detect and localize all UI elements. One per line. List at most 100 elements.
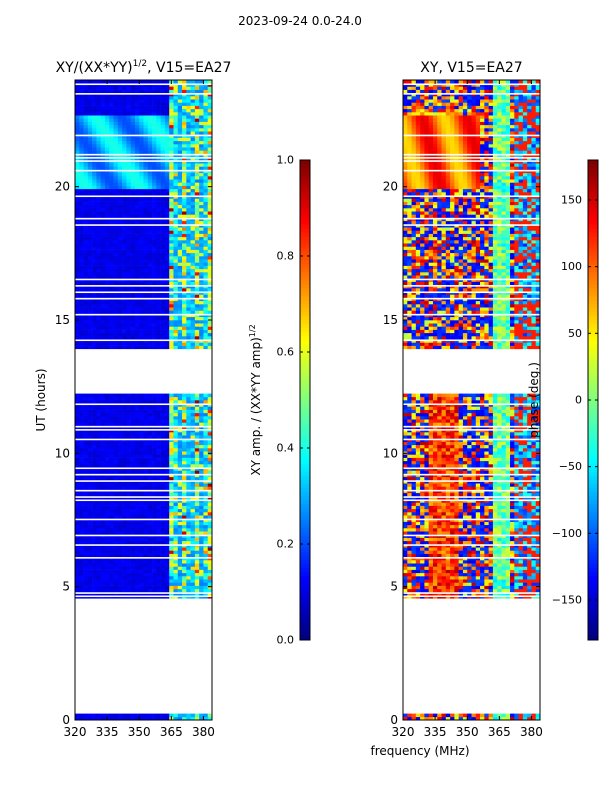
flagged-row xyxy=(403,285,540,287)
flagged-row xyxy=(75,598,212,601)
flagged-row xyxy=(75,217,212,220)
x-tick-label: 335 xyxy=(96,725,119,739)
flagged-row xyxy=(403,473,540,476)
colorbar-label: phase (deg.) xyxy=(527,362,541,438)
flagged-row xyxy=(403,217,540,220)
flagged-row xyxy=(403,429,540,431)
y-tick-label: 0 xyxy=(390,713,398,727)
axes-frame xyxy=(402,79,541,721)
x-tick-label: 380 xyxy=(520,725,543,739)
y-tick-label: 20 xyxy=(55,180,70,194)
figure-suptitle: 2023-09-24 0.0-24.0 xyxy=(238,14,362,28)
colorbar-tick-label: 0.6 xyxy=(277,346,295,359)
flagged-row xyxy=(403,157,540,159)
flagged-row xyxy=(403,489,540,492)
flagged-row xyxy=(403,134,540,137)
flagged-row xyxy=(403,518,540,521)
flagged-row xyxy=(403,534,540,537)
flagged-row xyxy=(75,224,212,226)
flagged-row xyxy=(403,496,540,498)
flagged-row xyxy=(75,518,212,521)
phase-panel: 320 335 350 365 380 0 5 10 15 20 XY, V15=EA27 frequ… xyxy=(370,60,542,758)
flagged-row xyxy=(403,480,540,482)
flagged-row xyxy=(403,169,540,172)
colorbar-tick-label: −150 xyxy=(552,594,582,607)
x-tick-label: 380 xyxy=(192,725,215,739)
flagged-row xyxy=(403,499,540,502)
flagged-row xyxy=(75,285,212,287)
axes-frame xyxy=(74,79,213,721)
x-tick-label: 335 xyxy=(424,725,447,739)
y-tick-label: 5 xyxy=(62,580,70,594)
flagged-row xyxy=(403,291,540,294)
flagged-row xyxy=(403,374,540,377)
flagged-row xyxy=(75,438,212,441)
flagged-row xyxy=(75,499,212,502)
x-tick-label: 365 xyxy=(488,725,511,739)
flagged-row xyxy=(403,438,540,441)
flagged-row xyxy=(403,313,540,316)
colorbar-frame xyxy=(299,159,311,641)
y-axis-label: UT (hours) xyxy=(34,368,48,431)
flagged-row xyxy=(75,473,212,476)
panel-title: XY, V15=EA27 xyxy=(420,60,522,76)
colorbar-tick-label: 0.0 xyxy=(277,634,295,647)
flagged-row xyxy=(75,544,212,546)
flagged-row xyxy=(403,595,540,598)
flagged-row xyxy=(403,425,540,428)
flagged-row xyxy=(75,480,212,482)
flagged-row xyxy=(75,489,212,492)
y-tick-label: 10 xyxy=(55,446,70,460)
flagged-row xyxy=(75,297,212,300)
flagged-row xyxy=(403,467,540,470)
y-tick-label: 15 xyxy=(55,313,70,327)
y-tick-label: 10 xyxy=(383,446,398,460)
flagged-row xyxy=(75,425,212,428)
y-tick-label: 5 xyxy=(390,580,398,594)
x-tick-label: 320 xyxy=(392,725,415,739)
flagged-row xyxy=(403,387,540,390)
x-tick-label: 320 xyxy=(64,725,87,739)
flagged-row xyxy=(75,496,212,498)
colorbar-tick-label: −100 xyxy=(552,527,582,540)
flagged-row xyxy=(403,153,540,156)
colorbar-tick-label: 0.4 xyxy=(277,442,295,455)
flagged-row xyxy=(75,160,212,162)
colorbar-tick-label: 50 xyxy=(568,327,582,340)
phase-colorbar: −150 −100 −50 0 50 100 150 phase (deg.) xyxy=(527,159,599,641)
amplitude-ratio-panel: 320 335 350 365 380 0 5 10 15 20 XY/(XX*YY)1/2, V1… xyxy=(34,59,231,739)
x-tick-label: 350 xyxy=(456,725,479,739)
flagged-row xyxy=(75,195,212,198)
flagged-row xyxy=(403,358,540,361)
flagged-row xyxy=(75,387,212,390)
flagged-row xyxy=(403,224,540,226)
flagged-row xyxy=(75,134,212,137)
x-tick-label: 365 xyxy=(160,725,183,739)
flagged-row xyxy=(75,374,212,377)
flagged-row xyxy=(75,83,212,86)
y-tick-label: 20 xyxy=(383,180,398,194)
flagged-row xyxy=(75,534,212,537)
flagged-row xyxy=(75,93,212,95)
flagged-row xyxy=(75,592,212,594)
colorbar-tick-label: 0.2 xyxy=(277,538,295,551)
x-tick-label: 350 xyxy=(128,725,151,739)
flagged-row xyxy=(403,93,540,95)
flagged-row xyxy=(75,595,212,598)
flagged-row xyxy=(403,557,540,559)
flagged-row xyxy=(403,83,540,86)
flagged-row xyxy=(75,403,212,406)
flagged-row xyxy=(403,339,540,342)
flagged-row xyxy=(403,160,540,162)
flagged-row xyxy=(75,278,212,281)
x-axis-label: frequency (MHz) xyxy=(370,744,469,758)
flagged-row xyxy=(403,544,540,546)
flagged-row xyxy=(75,361,212,364)
amplitude-colorbar: 0.0 0.2 0.4 0.6 0.8 1.0 XY amp. / (XX*YY amp)1… xyxy=(248,154,311,647)
flagged-row xyxy=(75,557,212,559)
flagged-row xyxy=(403,297,540,300)
flagged-row xyxy=(75,169,212,172)
colorbar-label: XY amp. / (XX*YY amp)1/2 xyxy=(248,324,263,475)
colorbar-tick-label: −50 xyxy=(559,460,582,473)
